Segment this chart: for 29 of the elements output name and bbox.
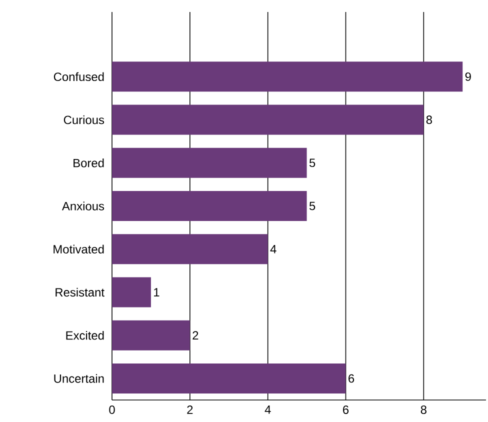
y-tick-label: Resistant <box>56 288 104 297</box>
y-tick-label: Confused <box>54 72 104 82</box>
y-tick-label: Motivated <box>54 244 104 254</box>
bar <box>112 104 424 135</box>
data-label: 8 <box>426 116 432 124</box>
y-tick-label: Bored <box>74 158 104 168</box>
bar <box>112 363 346 394</box>
data-label: 9 <box>465 72 471 81</box>
x-tick-label: 2 <box>187 406 193 414</box>
data-label: 1 <box>154 288 160 296</box>
bar <box>112 277 151 308</box>
x-tick-label: 6 <box>343 406 349 414</box>
y-tick-label: Anxious <box>62 202 104 210</box>
y-tick-label: Uncertain <box>54 374 104 383</box>
y-tick-label: Excited <box>66 330 104 340</box>
x-tick-label: 8 <box>420 406 426 414</box>
data-label: 6 <box>348 374 354 383</box>
data-label: 5 <box>309 158 316 168</box>
data-label: 2 <box>192 331 198 340</box>
x-tick-label: 4 <box>264 406 271 414</box>
data-label: 5 <box>309 202 316 210</box>
bar <box>112 320 190 350</box>
bar <box>112 62 463 92</box>
bar <box>112 234 268 264</box>
bar <box>112 148 307 178</box>
x-tick-label: 0 <box>109 406 115 414</box>
data-label: 4 <box>270 245 276 254</box>
bar <box>112 191 307 222</box>
y-tick-label: Curious <box>64 115 104 124</box>
